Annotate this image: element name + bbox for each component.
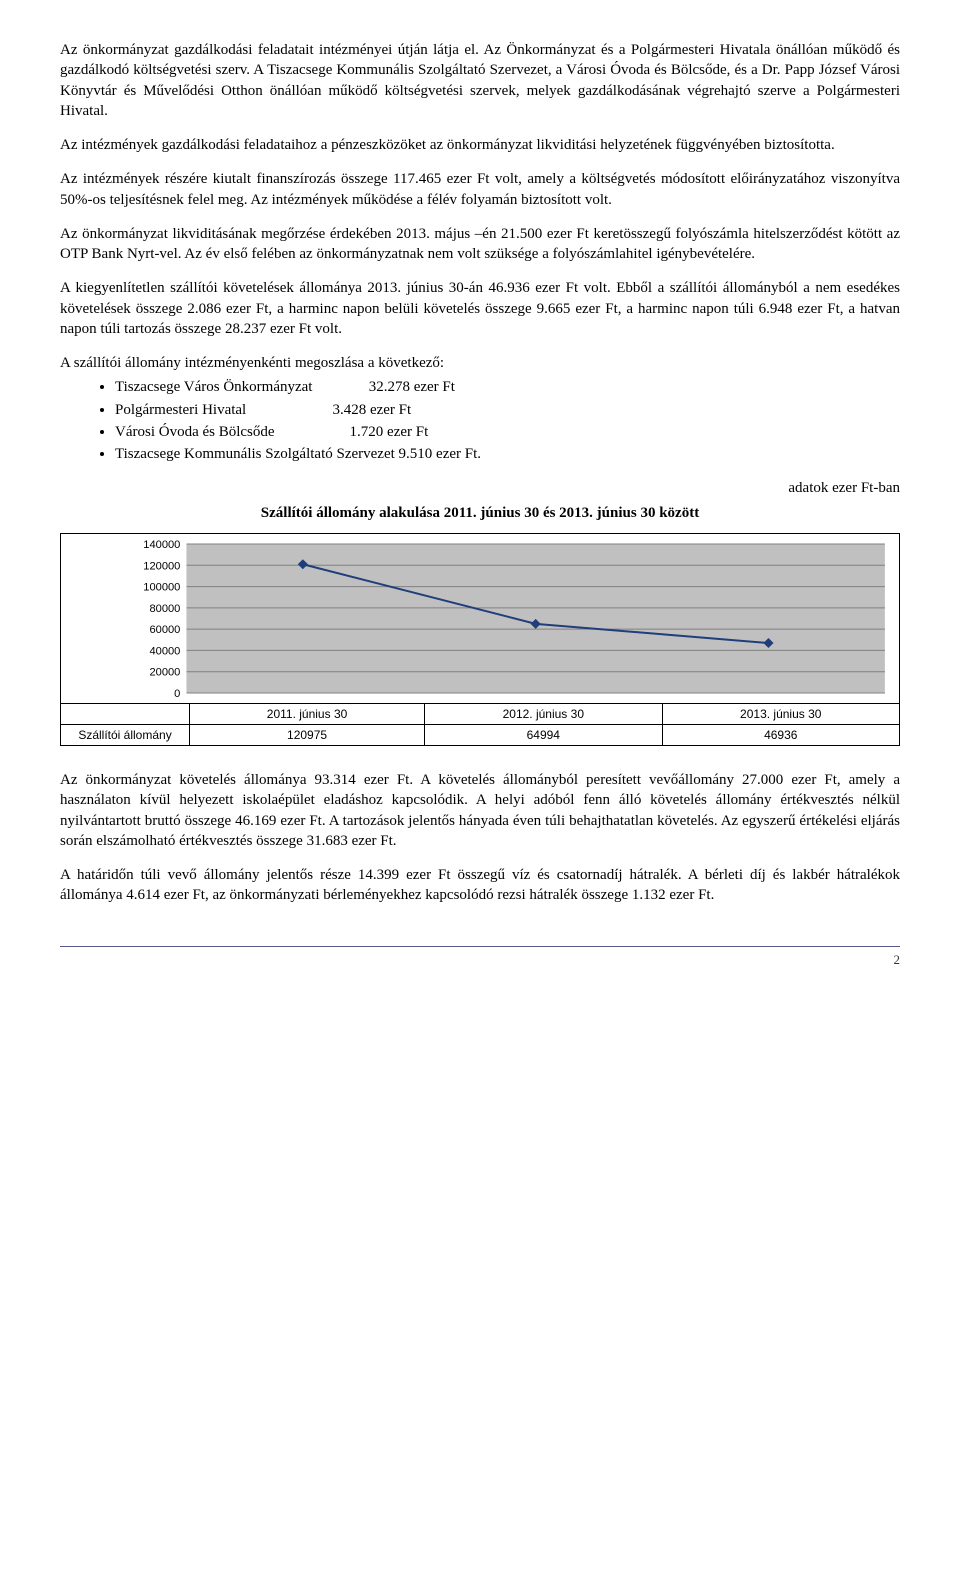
svg-text:100000: 100000: [143, 581, 180, 593]
paragraph-2: Az intézmények gazdálkodási feladataihoz…: [60, 135, 900, 155]
svg-text:20000: 20000: [149, 667, 180, 679]
paragraph-3: Az intézmények részére kiutalt finanszír…: [60, 169, 900, 210]
chart-title: Szállítói állomány alakulása 2011. júniu…: [60, 503, 900, 523]
svg-text:80000: 80000: [149, 603, 180, 615]
chart-row-label: Szállítói állomány: [61, 724, 190, 745]
page-number: 2: [60, 951, 900, 969]
chart-cat-2: 2013. június 30: [662, 703, 899, 724]
chart-row-blank: [61, 703, 190, 724]
svg-text:140000: 140000: [143, 539, 180, 551]
chart-val-1: 64994: [425, 724, 662, 745]
svg-text:40000: 40000: [149, 645, 180, 657]
paragraph-4: Az önkormányzat likviditásának megőrzése…: [60, 224, 900, 265]
svg-text:120000: 120000: [143, 560, 180, 572]
paragraph-7: Az önkormányzat követelés állománya 93.3…: [60, 770, 900, 851]
chart-category-row: 2011. június 30 2012. június 30 2013. jú…: [61, 703, 900, 724]
list-item: Polgármesteri Hivatal 3.428 ezer Ft: [115, 400, 900, 420]
supplier-chart: 020000400006000080000100000120000140000 …: [60, 533, 900, 746]
paragraph-8: A határidőn túli vevő állomány jelentős …: [60, 865, 900, 906]
chart-cat-1: 2012. június 30: [425, 703, 662, 724]
chart-cat-0: 2011. június 30: [190, 703, 425, 724]
units-note: adatok ezer Ft-ban: [60, 478, 900, 498]
list-item: Tiszacsege Kommunális Szolgáltató Szerve…: [115, 444, 900, 464]
chart-svg: 0 20000 40000 60000 80000 100000 120000 140000: [65, 536, 895, 701]
paragraph-5: A kiegyenlítetlen szállítói követelések …: [60, 278, 900, 339]
footer-rule: [60, 946, 900, 947]
paragraph-6: A szállítói állomány intézményenkénti me…: [60, 353, 900, 373]
institution-list: Tiszacsege Város Önkormányzat 32.278 eze…: [60, 377, 900, 464]
paragraph-1: Az önkormányzat gazdálkodási feladatait …: [60, 40, 900, 121]
chart-value-row: Szállítói állomány 120975 64994 46936: [61, 724, 900, 745]
list-item: Tiszacsege Város Önkormányzat 32.278 eze…: [115, 377, 900, 397]
svg-text:0: 0: [174, 688, 180, 700]
svg-text:60000: 60000: [149, 624, 180, 636]
chart-plot-cell: 0 20000 40000 60000 80000 100000 120000 140000: [61, 533, 900, 703]
chart-val-0: 120975: [190, 724, 425, 745]
list-item: Városi Óvoda és Bölcsőde 1.720 ezer Ft: [115, 422, 900, 442]
chart-table: 020000400006000080000100000120000140000 …: [60, 533, 900, 746]
chart-val-2: 46936: [662, 724, 899, 745]
